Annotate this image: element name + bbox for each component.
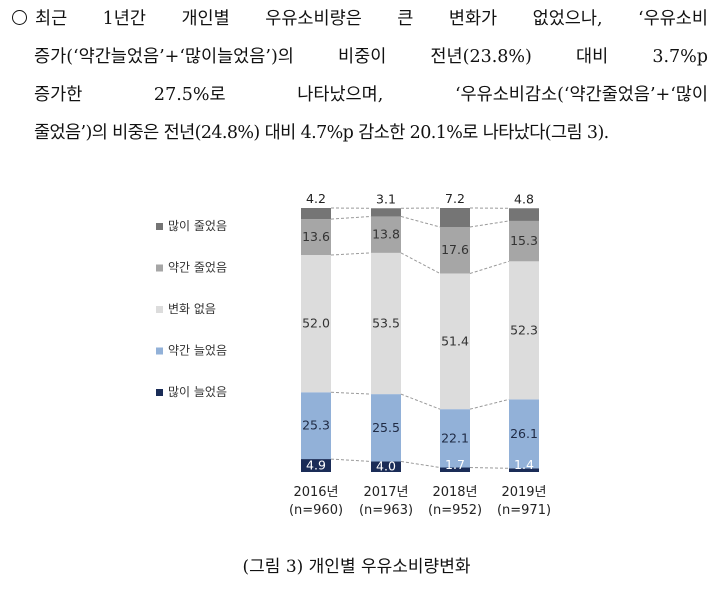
- legend-label: 많이 줄었음: [168, 219, 227, 233]
- bar-segment: [301, 392, 331, 460]
- value-label: 1.7: [445, 457, 465, 472]
- bar-segment: [440, 467, 470, 472]
- connector-line: [469, 398, 510, 410]
- connector-line: [469, 220, 510, 228]
- connector-line: [330, 391, 372, 395]
- bar-segment: [301, 219, 331, 255]
- connector-line: [400, 252, 441, 274]
- bar-segment: [440, 273, 470, 410]
- legend-swatch: [156, 347, 163, 355]
- legend-swatch: [156, 223, 163, 230]
- value-label: 13.8: [372, 227, 400, 242]
- bar-segment: [509, 208, 539, 221]
- bar-segment: [371, 394, 401, 462]
- body-paragraph: 최근 1년간 개인별 우유소비량은 큰 변화가 없었으나, ‘우유소비 증가(‘…: [12, 0, 708, 152]
- connector-line: [400, 460, 441, 469]
- paragraph-line-4: 줄었음’)의 비중은 전년(24.8%) 대비 4.7%p 감소한 20.1%로…: [34, 123, 609, 143]
- bar-segment: [440, 208, 470, 228]
- x-tick-label: (n=960): [289, 503, 343, 518]
- value-label: 4.8: [514, 191, 534, 206]
- connector-line: [330, 458, 372, 462]
- value-label: 7.2: [445, 191, 465, 206]
- paragraph-line-2: 증가(‘약간늘었음’+‘많이늘었음’)의 비중이 전년(23.8%) 대비 3.…: [34, 47, 708, 67]
- x-tick-label: 2018년: [432, 485, 477, 500]
- value-label: 51.4: [441, 333, 469, 348]
- legend-swatch: [156, 306, 163, 313]
- bar-segment: [371, 208, 401, 217]
- connector-line: [400, 393, 441, 410]
- legend-label: 약간 줄었음: [168, 260, 227, 275]
- x-tick-label: (n=963): [359, 503, 413, 518]
- bar-segment: [509, 399, 539, 469]
- x-tick-label: 2019년: [501, 485, 546, 500]
- value-label: 3.1: [376, 191, 396, 206]
- connector-line: [400, 215, 441, 228]
- value-label: 13.6: [302, 229, 330, 244]
- value-label: 52.3: [510, 322, 538, 337]
- value-label: 4.9: [306, 458, 326, 473]
- value-label: 15.3: [510, 233, 538, 248]
- bar-segment: [440, 409, 470, 468]
- legend-label: 약간 늘었음: [168, 343, 227, 358]
- value-label: 1.4: [514, 457, 534, 472]
- connector-line: [469, 467, 510, 469]
- bar-segment: [301, 208, 331, 220]
- bar-segment: [440, 227, 470, 274]
- x-tick-label: 2017년: [363, 485, 408, 500]
- value-label: 52.0: [302, 316, 330, 331]
- circle-bullet-icon: [12, 10, 27, 25]
- connector-line: [330, 215, 372, 220]
- paragraph-line-3: 증가한 27.5%로 나타났으며, ‘우유소비감소(‘약간줄었음’+‘많이: [34, 85, 708, 105]
- value-label: 17.6: [441, 242, 469, 257]
- value-label: 25.5: [372, 420, 400, 435]
- bar-segment: [371, 216, 401, 253]
- value-label: 4.0: [376, 459, 396, 474]
- value-label: 25.3: [302, 418, 330, 433]
- bar-segment: [301, 254, 331, 393]
- connector-line: [330, 252, 372, 256]
- legend-label: 많이 늘었음: [168, 385, 227, 399]
- bar-segment: [509, 468, 539, 472]
- x-tick-label: (n=952): [428, 503, 482, 518]
- legend-swatch: [156, 389, 163, 396]
- paragraph-line-1: 최근 1년간 개인별 우유소비량은 큰 변화가 없었으나, ‘우유소비: [35, 9, 708, 29]
- connector-line: [469, 260, 510, 274]
- legend-swatch: [156, 264, 163, 272]
- x-tick-label: 2016년: [293, 485, 338, 500]
- value-label: 22.1: [441, 430, 469, 445]
- bar-segment: [509, 261, 539, 400]
- bar-segment: [371, 461, 401, 472]
- figure-caption: (그림 3) 개인별 우유소비량변화: [242, 557, 471, 577]
- x-tick-label: (n=971): [497, 503, 551, 518]
- bar-segment: [371, 252, 401, 395]
- bar-segment: [509, 220, 539, 262]
- value-label: 26.1: [510, 426, 538, 441]
- value-label: 53.5: [372, 316, 400, 331]
- legend-label: 변화 없음: [168, 302, 216, 316]
- value-label: 4.2: [306, 191, 326, 206]
- bar-segment: [301, 459, 331, 472]
